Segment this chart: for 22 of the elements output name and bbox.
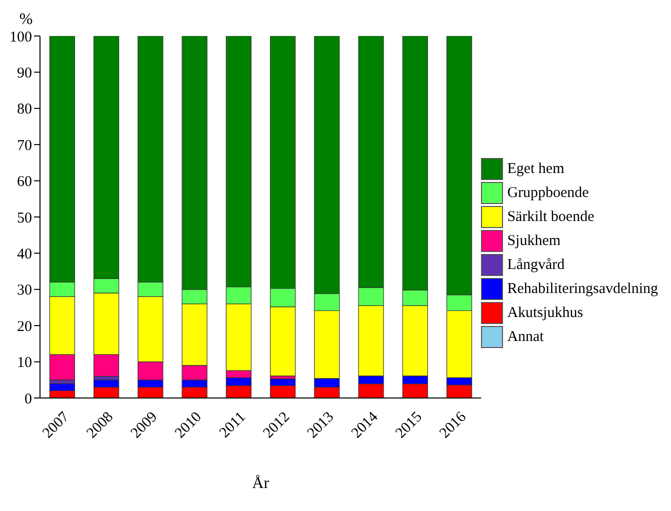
y-tick-label: 50 — [17, 210, 32, 226]
legend-label: Akutsjukhus — [507, 304, 584, 322]
y-tick-label: 100 — [10, 29, 32, 46]
legend-label: Långvård — [507, 256, 565, 274]
y-tick-label: 60 — [17, 174, 32, 190]
y-tick-label: 0 — [24, 391, 32, 408]
legend-label: Rehabiliteringsavdelning — [507, 280, 658, 298]
x-tick-label: 2011 — [216, 409, 249, 442]
legend-label: Annat — [507, 328, 544, 346]
y-tick-label: 90 — [17, 66, 32, 82]
y-tick-label: 40 — [17, 246, 32, 263]
x-axis-title: År — [252, 474, 270, 492]
y-axis-title: % — [19, 11, 33, 28]
y-tick-label: 20 — [17, 318, 32, 335]
legend-label: Sjukhem — [507, 232, 561, 250]
legend-label: Gruppboende — [507, 184, 589, 202]
legend-label: Särkilt boende — [507, 208, 594, 226]
y-tick-label: 30 — [17, 282, 32, 299]
y-tick-label: 10 — [17, 355, 32, 372]
y-tick-label: 70 — [17, 138, 32, 154]
legend-label: Eget hem — [507, 160, 564, 178]
y-tick-label: 80 — [17, 102, 32, 118]
